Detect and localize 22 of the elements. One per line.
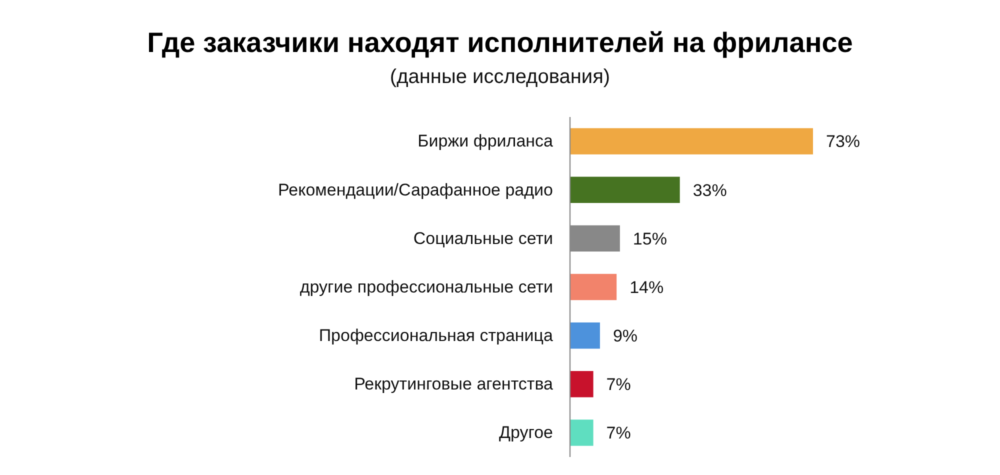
bar (570, 420, 594, 446)
y-tick-label: другие профессиональные сети (300, 277, 553, 296)
chart-subtitle: (данные исследования) (390, 66, 610, 88)
data-label: 15% (632, 229, 667, 248)
bar (570, 322, 600, 349)
y-tick-label: Другое (498, 423, 553, 442)
bar (570, 274, 617, 300)
bar (570, 371, 594, 398)
bar (570, 128, 813, 154)
data-label: 7% (606, 424, 631, 443)
data-label: 14% (630, 278, 664, 297)
y-tick-label: Рекрутинговые агентства (354, 374, 554, 394)
y-tick-label: Социальные сети (413, 228, 553, 248)
y-tick-label: Биржи фриланса (418, 132, 554, 151)
y-tick-label: Рекомендации/Сарафанное радио (278, 180, 553, 200)
data-label: 9% (612, 326, 638, 346)
data-label: 33% (692, 180, 727, 200)
y-tick-label: Профессиональная страница (318, 326, 554, 346)
chart-title: Где заказчики находят исполнителей на фрилансе (147, 27, 853, 58)
bar (570, 176, 680, 203)
data-label: 73% (826, 132, 860, 152)
data-label: 7% (606, 375, 631, 394)
